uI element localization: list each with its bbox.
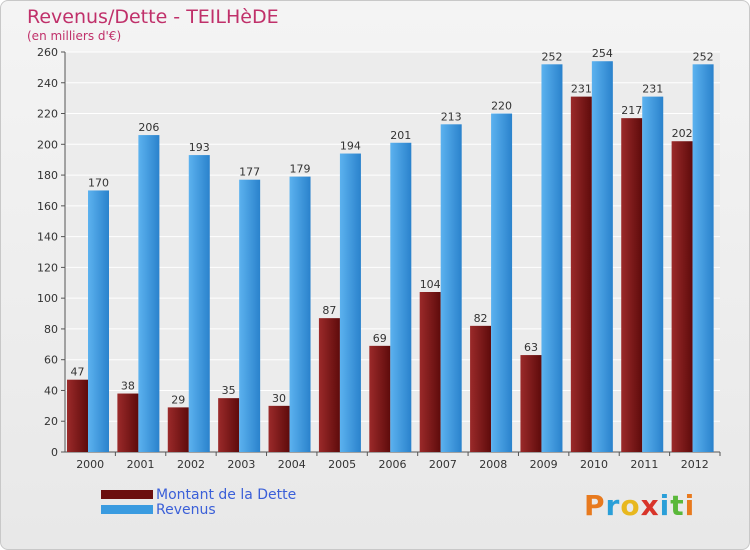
data-label-dette: 47 <box>71 366 85 379</box>
data-label-dette: 29 <box>171 393 185 406</box>
bar-dette <box>218 398 240 452</box>
y-tick-label: 180 <box>37 169 58 182</box>
legend: Montant de la Dette Revenus <box>101 486 297 518</box>
bar-dette <box>369 345 391 452</box>
data-label-dette: 30 <box>272 392 286 405</box>
logo-letter: x <box>640 489 660 522</box>
legend-item-revenus: Revenus <box>101 501 296 518</box>
x-tick-label: 2012 <box>681 458 709 471</box>
bar-revenus <box>289 176 311 452</box>
logo-letter: t <box>670 489 685 522</box>
y-tick-label: 220 <box>37 108 58 121</box>
bar-dette <box>570 96 592 452</box>
logo-letter: P <box>584 489 606 522</box>
data-label-revenus: 231 <box>642 83 663 96</box>
y-tick-label: 100 <box>37 292 58 305</box>
data-label-revenus: 177 <box>239 166 260 179</box>
chart-title: Revenus/Dette - TEILHèDE <box>27 6 279 28</box>
data-label-revenus: 252 <box>541 50 562 63</box>
chart-subtitle: (en milliers d'€) <box>27 29 122 43</box>
y-tick-label: 160 <box>37 200 58 213</box>
bar-revenus <box>138 135 160 453</box>
data-label-dette: 217 <box>621 104 642 117</box>
legend-label-revenus: Revenus <box>156 501 216 518</box>
data-label-revenus: 220 <box>491 100 512 113</box>
logo-letter: i <box>659 489 671 522</box>
data-label-dette: 104 <box>420 278 441 291</box>
data-label-revenus: 193 <box>189 141 210 154</box>
bar-revenus <box>591 61 613 452</box>
x-tick-label: 2006 <box>379 458 407 471</box>
proxiti-logo: Proxiti <box>584 489 695 522</box>
bar-revenus <box>541 64 563 453</box>
data-label-dette: 38 <box>121 380 135 393</box>
data-label-dette: 35 <box>222 384 236 397</box>
bar-revenus <box>440 124 462 453</box>
data-label-dette: 82 <box>474 312 488 325</box>
bar-dette <box>117 393 139 452</box>
bar-dette <box>67 379 88 452</box>
legend-label-dette: Montant de la Dette <box>156 486 297 503</box>
bar-revenus <box>339 153 361 453</box>
legend-swatch-dette <box>101 490 153 499</box>
y-tick-label: 20 <box>44 415 58 428</box>
x-tick-label: 2000 <box>76 458 104 471</box>
x-tick-label: 2002 <box>177 458 205 471</box>
bar-dette <box>167 407 189 452</box>
x-tick-label: 2010 <box>580 458 608 471</box>
x-tick-label: 2001 <box>127 458 155 471</box>
x-tick-label: 2007 <box>429 458 457 471</box>
logo-letter: o <box>620 489 641 522</box>
x-tick-label: 2003 <box>227 458 255 471</box>
data-label-dette: 87 <box>322 304 336 317</box>
y-tick-label: 260 <box>37 46 58 59</box>
data-label-dette: 69 <box>373 332 387 345</box>
data-label-dette: 63 <box>524 341 538 354</box>
bar-dette <box>318 318 340 452</box>
bar-revenus <box>239 179 261 452</box>
y-tick-label: 40 <box>44 384 58 397</box>
data-label-revenus: 170 <box>88 176 109 189</box>
data-label-revenus: 194 <box>340 140 361 153</box>
logo-letter: i <box>684 489 696 522</box>
data-label-revenus: 201 <box>390 129 411 142</box>
y-tick-label: 240 <box>37 77 58 90</box>
y-tick-label: 60 <box>44 354 58 367</box>
data-label-dette: 202 <box>672 127 693 140</box>
bar-dette <box>520 355 542 452</box>
data-label-revenus: 206 <box>138 121 159 134</box>
y-tick-label: 80 <box>44 323 58 336</box>
legend-swatch-revenus <box>101 505 153 514</box>
bar-dette <box>268 405 290 452</box>
bar-revenus <box>390 142 412 452</box>
bar-dette <box>621 118 643 453</box>
bar-revenus <box>188 155 210 453</box>
legend-item-dette: Montant de la Dette <box>101 486 297 503</box>
bar-revenus <box>692 64 714 453</box>
y-tick-label: 140 <box>37 231 58 244</box>
bar-dette <box>470 325 492 452</box>
x-tick-label: 2004 <box>278 458 306 471</box>
x-tick-label: 2008 <box>479 458 507 471</box>
data-label-revenus: 252 <box>693 50 714 63</box>
data-label-revenus: 213 <box>441 110 462 123</box>
y-tick-label: 120 <box>37 261 58 274</box>
y-tick-label: 0 <box>51 446 58 459</box>
bar-revenus <box>642 96 664 452</box>
x-tick-label: 2011 <box>630 458 658 471</box>
bar-dette <box>671 141 693 452</box>
data-label-dette: 231 <box>571 83 592 96</box>
data-label-revenus: 254 <box>592 47 613 60</box>
logo-letter: r <box>605 489 621 522</box>
bar-dette <box>419 292 441 452</box>
y-tick-label: 200 <box>37 138 58 151</box>
x-tick-label: 2005 <box>328 458 356 471</box>
x-tick-label: 2009 <box>530 458 558 471</box>
bar-revenus <box>88 190 109 452</box>
bar-revenus <box>491 113 513 453</box>
data-label-revenus: 179 <box>290 163 311 176</box>
